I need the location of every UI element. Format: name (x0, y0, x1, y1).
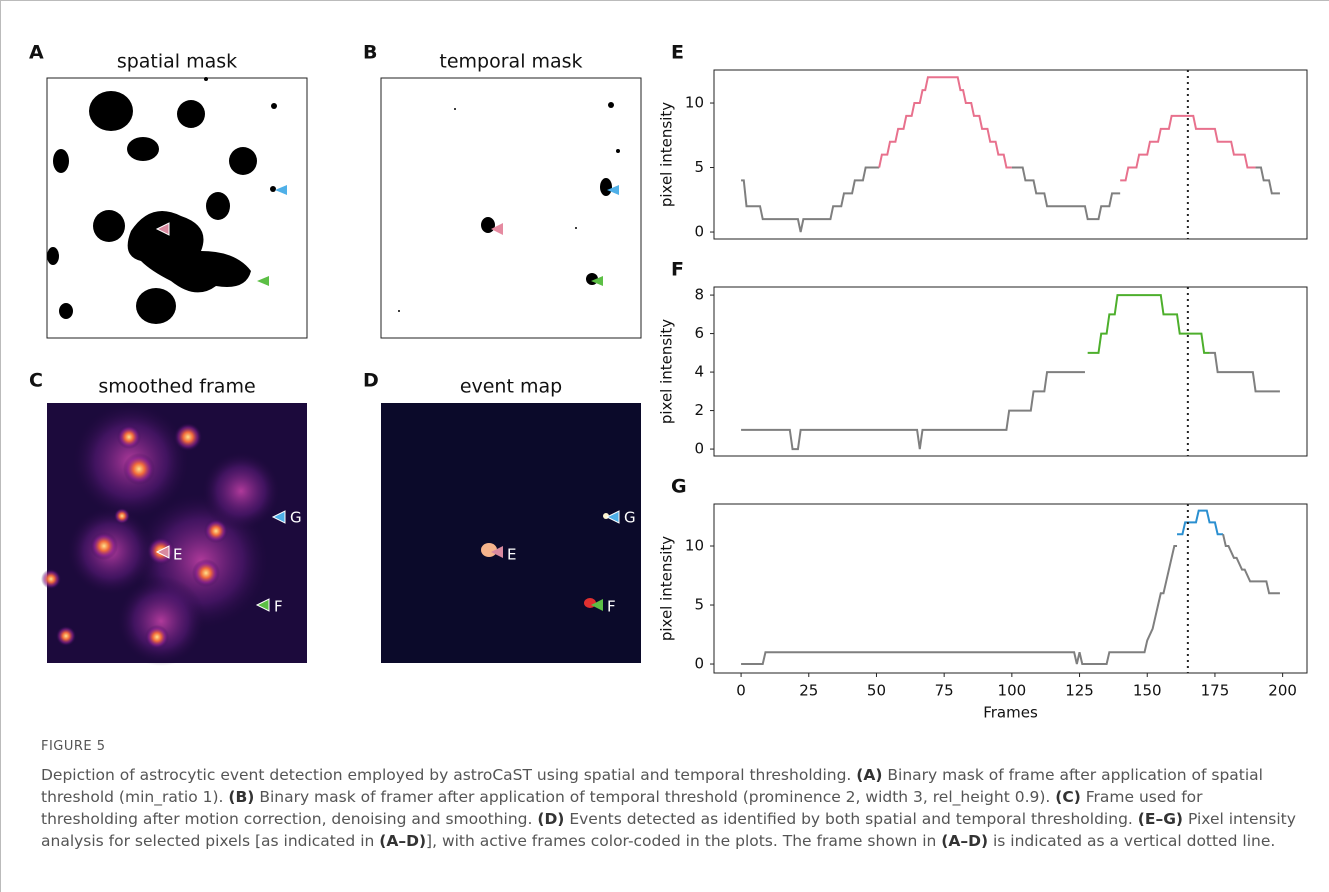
caption-part: Binary mask of frame after application o… (41, 766, 1263, 806)
marker-label: G (290, 509, 302, 527)
plot-frame (713, 503, 1308, 674)
y-tick-label: 10 (685, 94, 704, 112)
y-tick-label: 5 (694, 596, 704, 614)
caption-ref: (A–D) (379, 832, 427, 850)
caption-ref: (A–D) (941, 832, 989, 850)
x-tick-label: 0 (736, 682, 746, 700)
panel-label: G (671, 476, 687, 498)
panel-title: smoothed frame (98, 376, 255, 398)
y-axis-label: pixel intensity (658, 319, 676, 424)
figure-number: FIGURE 5 (41, 739, 106, 754)
caption-ref: (B) (228, 788, 255, 806)
data-line (1255, 166, 1280, 195)
panel-title: spatial mask (117, 51, 237, 73)
caption-part: Binary mask of framer after application … (259, 788, 1051, 806)
data-line (1222, 533, 1280, 595)
caption-ref: (E–G) (1137, 810, 1184, 828)
x-axis-label: Frames (983, 704, 1038, 722)
y-tick-label: 10 (685, 537, 704, 555)
panel-label: A (29, 42, 44, 64)
panel-label: B (363, 42, 377, 64)
marker-label: E (173, 546, 182, 564)
figure-panels: A spatial mask B temporal mask C smoothe… (29, 42, 1308, 722)
y-tick-label: 8 (694, 286, 704, 304)
caption-part: Pixel intensity analysis for selected pi… (41, 810, 1296, 850)
caption-part: is indicated as a vertical dotted line. (992, 832, 1276, 850)
line-chart: G 0 5 10 pixel intensity 0 25 50 75 100 125 150 175 2… (658, 476, 1308, 722)
data-line (741, 545, 1178, 666)
marker-label: G (624, 509, 636, 527)
y-tick-label: 0 (694, 223, 704, 241)
data-line (1209, 351, 1280, 393)
y-tick-label: 5 (694, 158, 704, 176)
marker-label: F (607, 598, 616, 616)
y-axis-label: pixel intensity (658, 102, 676, 207)
x-tick-label: 100 (998, 682, 1027, 700)
panel-title: temporal mask (439, 51, 582, 73)
caption-part: Depiction of astrocytic event detection … (41, 766, 852, 784)
caption-ref: (D) (537, 810, 565, 828)
y-tick-label: 0 (694, 440, 704, 458)
temporal-mask (380, 77, 642, 339)
y-axis-label: pixel intensity (658, 536, 676, 641)
y-tick-label: 2 (694, 401, 704, 419)
caption-ref: (A) (856, 766, 883, 784)
panel-label: D (363, 370, 379, 392)
line-chart: F 0 2 4 6 8 pixel intensity (658, 259, 1308, 458)
caption-part: ], with active frames color-coded in the… (426, 832, 937, 850)
line-chart: E 0 5 10 pixel intensity (658, 42, 1308, 241)
event-map: G E F (381, 403, 641, 663)
plot-frame (713, 69, 1308, 240)
plot-frame (713, 286, 1308, 457)
caption-part: Frame used for thresholding after motion… (41, 788, 1203, 828)
caption-part: Events detected as identified by both sp… (569, 810, 1133, 828)
x-tick-label: 125 (1065, 682, 1094, 700)
smoothed-frame: G E F (41, 401, 307, 666)
marker-label: E (507, 546, 516, 564)
x-tick-label: 150 (1133, 682, 1162, 700)
data-line (1087, 294, 1210, 354)
data-line (741, 166, 880, 233)
panel-title: event map (460, 376, 562, 398)
panel-label: C (29, 370, 43, 392)
y-tick-label: 6 (694, 324, 704, 342)
data-line (1120, 114, 1256, 182)
x-tick-label: 200 (1268, 682, 1297, 700)
data-line (878, 76, 1012, 169)
x-tick-label: 75 (935, 682, 954, 700)
data-line (1177, 509, 1224, 536)
y-tick-label: 0 (694, 655, 704, 673)
panel-label: F (671, 259, 684, 281)
spatial-mask (46, 77, 308, 339)
x-tick-label: 175 (1201, 682, 1230, 700)
x-tick-label: 25 (799, 682, 818, 700)
marker-label: F (274, 598, 283, 616)
panel-label: E (671, 42, 684, 64)
x-tick-label: 50 (867, 682, 886, 700)
y-tick-label: 4 (694, 363, 704, 381)
caption: FIGURE 5 Depiction of astrocytic event d… (41, 736, 1301, 852)
data-line (741, 371, 1085, 451)
caption-text: Depiction of astrocytic event detection … (41, 764, 1301, 852)
data-line (1011, 166, 1121, 221)
caption-ref: (C) (1055, 788, 1081, 806)
